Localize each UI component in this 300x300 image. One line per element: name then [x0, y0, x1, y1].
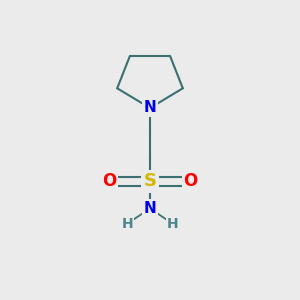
Text: S: S: [143, 172, 157, 190]
Text: O: O: [183, 172, 198, 190]
Text: H: H: [122, 217, 133, 230]
Text: N: N: [144, 201, 156, 216]
Text: O: O: [102, 172, 117, 190]
Text: N: N: [144, 100, 156, 116]
Text: H: H: [167, 217, 178, 230]
